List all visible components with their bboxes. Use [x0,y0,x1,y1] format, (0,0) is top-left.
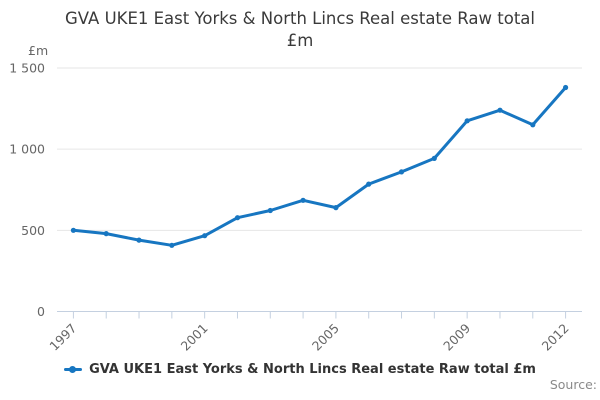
x-axis-tick-label: 2012 [539,321,572,354]
y-axis-tick-label: 1 500 [9,61,45,76]
y-axis-tick-label: 500 [21,223,45,238]
legend[interactable]: GVA UKE1 East Yorks & North Lincs Real e… [0,362,600,377]
data-point-1999[interactable] [136,237,142,243]
chart-title-line-2: £m [286,31,314,50]
series-line[interactable] [71,86,568,247]
data-point-2009[interactable] [464,118,470,124]
y-axis-unit-label: £m [28,43,49,58]
x-axis-tick-label: 2005 [309,321,342,354]
legend-label[interactable]: GVA UKE1 East Yorks & North Lincs Real e… [89,362,536,377]
data-point-2001[interactable] [202,233,208,239]
data-point-2006[interactable] [366,181,372,187]
source-label: Source: [549,377,597,392]
data-point-1997[interactable] [70,227,76,233]
legend-line-marker-icon [64,363,83,376]
chart-title: GVA UKE1 East Yorks & North Lincs Real e… [0,8,600,52]
data-point-2012[interactable] [563,84,569,91]
x-axis-tick-label: 2001 [178,321,211,354]
data-point-2005[interactable] [333,205,339,211]
data-point-2010[interactable] [497,107,503,113]
y-axis-tick-label: 1 000 [9,142,45,157]
x-axis-tick-label: 1997 [46,321,79,354]
chart-title-line-1: GVA UKE1 East Yorks & North Lincs Real e… [65,9,535,28]
data-point-2007[interactable] [398,169,405,175]
data-point-2008[interactable] [431,155,437,161]
data-point-2004[interactable] [300,197,306,203]
x-axis-tick-label: 2009 [440,320,473,353]
data-point-2000[interactable] [169,242,175,248]
y-axis-tick-label: 0 [37,304,45,319]
data-point-2011[interactable] [530,122,536,128]
data-point-2002[interactable] [234,215,241,221]
data-point-2003[interactable] [267,207,273,214]
data-point-1998[interactable] [103,231,109,237]
